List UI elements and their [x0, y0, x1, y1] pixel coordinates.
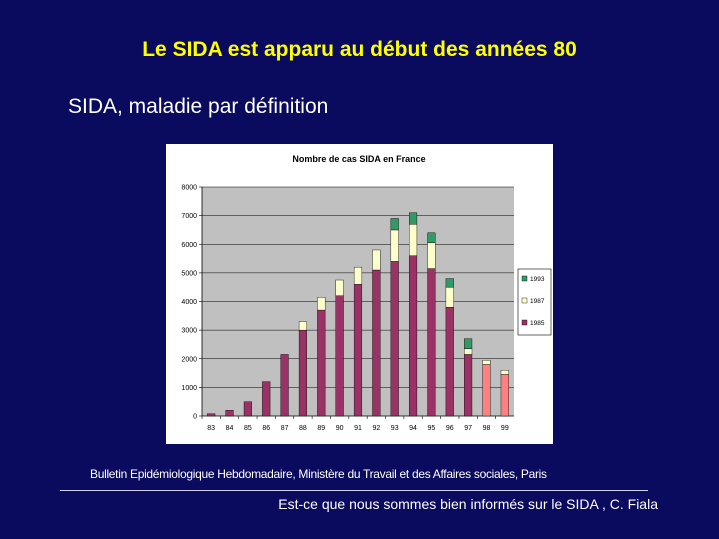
legend-label-1987: 1987: [530, 298, 545, 305]
bar-1987-94: [409, 224, 418, 256]
bar-1987-90: [335, 279, 344, 296]
bar-1985-94: [409, 255, 418, 417]
bar-1987-96: [445, 286, 454, 308]
x-tick-label: 87: [281, 425, 289, 432]
y-tick-label: 7000: [181, 213, 197, 220]
x-tick-label: 88: [299, 425, 307, 432]
legend-swatch-1985: [521, 319, 528, 326]
x-tick-label: 89: [317, 425, 325, 432]
x-tick-label: 93: [391, 425, 399, 432]
chart-svg: Nombre de cas SIDA en France 0 1000 2000 30…: [181, 154, 552, 432]
y-tick-label: 3000: [181, 328, 197, 335]
legend-swatch-1993: [521, 275, 528, 282]
x-tick-label: 91: [354, 425, 362, 432]
bar-1985-92: [372, 269, 381, 417]
bar-1987-99: [500, 369, 509, 375]
bar-1985-95: [427, 268, 436, 417]
legend-label-1993: 1993: [530, 276, 545, 283]
x-tick-label: 92: [372, 425, 380, 432]
y-tick-label: 4000: [181, 299, 197, 306]
y-tick-label: 1000: [181, 385, 197, 392]
y-tick-label: 0: [193, 414, 197, 421]
chart-title: Nombre de cas SIDA en France: [292, 154, 425, 164]
bar-1985-91: [353, 284, 363, 417]
x-tick-label: 96: [446, 425, 454, 432]
legend-swatch-1987: [521, 297, 528, 304]
bar-1985-88: [298, 329, 307, 417]
x-tick-label: 99: [501, 425, 509, 432]
x-tick-label: 84: [226, 425, 234, 432]
x-tick-label: 98: [483, 425, 491, 432]
bar-1985-87: [280, 354, 289, 417]
footer-divider: [60, 490, 648, 491]
bar-1987-97: [464, 348, 473, 355]
bar-1985-89: [317, 309, 326, 417]
bar-1985-96: [445, 307, 454, 417]
bar-1985-93: [390, 261, 399, 417]
bar-1987-88: [298, 321, 307, 331]
bar-1987-93: [390, 229, 399, 262]
bar-1985-99: [500, 374, 509, 417]
bar-1985-98: [482, 364, 491, 417]
x-tick-label: 85: [244, 425, 252, 432]
y-tick-label: 8000: [181, 185, 197, 192]
bar-1985-90: [335, 295, 344, 417]
y-tick-label: 6000: [181, 242, 197, 249]
bar-1993-94: [409, 212, 418, 225]
bar-1993-96: [445, 278, 454, 288]
bar-1985-85: [243, 401, 252, 417]
slide-title: Le SIDA est apparu au début des années 8…: [142, 38, 577, 61]
bar-1985-97: [464, 354, 473, 417]
source-citation: Bulletin Epidémiologique Hebdomadaire, M…: [90, 467, 547, 481]
bar-1985-86: [262, 381, 271, 417]
bar-1987-89: [317, 297, 326, 311]
x-tick-label: 90: [336, 425, 344, 432]
bar-1993-97: [464, 338, 473, 349]
bar-1987-98: [482, 359, 491, 365]
bar-1985-83: [207, 413, 216, 417]
bar-1993-93: [390, 218, 399, 231]
bar-1985-84: [225, 410, 234, 417]
bar-1993-95: [427, 232, 436, 244]
bar-1987-95: [427, 242, 436, 269]
bar-1987-92: [372, 249, 381, 271]
x-tick-label: 97: [464, 425, 472, 432]
x-tick-label: 86: [262, 425, 270, 432]
x-tick-label: 83: [207, 425, 215, 432]
legend-label-1985: 1985: [530, 320, 545, 327]
chart-panel: Nombre de cas SIDA en France 0 1000 2000 30…: [166, 144, 553, 444]
footer-text: Est-ce que nous sommes bien informés sur…: [278, 496, 658, 512]
y-tick-label: 2000: [181, 356, 197, 363]
x-tick-label: 94: [409, 425, 417, 432]
chart-legend: 1993 1987 1985: [517, 268, 552, 336]
slide-subtitle: SIDA, maladie par définition: [68, 95, 329, 118]
bar-1987-91: [353, 266, 363, 285]
x-tick-label: 95: [428, 425, 436, 432]
y-tick-label: 5000: [181, 270, 197, 277]
